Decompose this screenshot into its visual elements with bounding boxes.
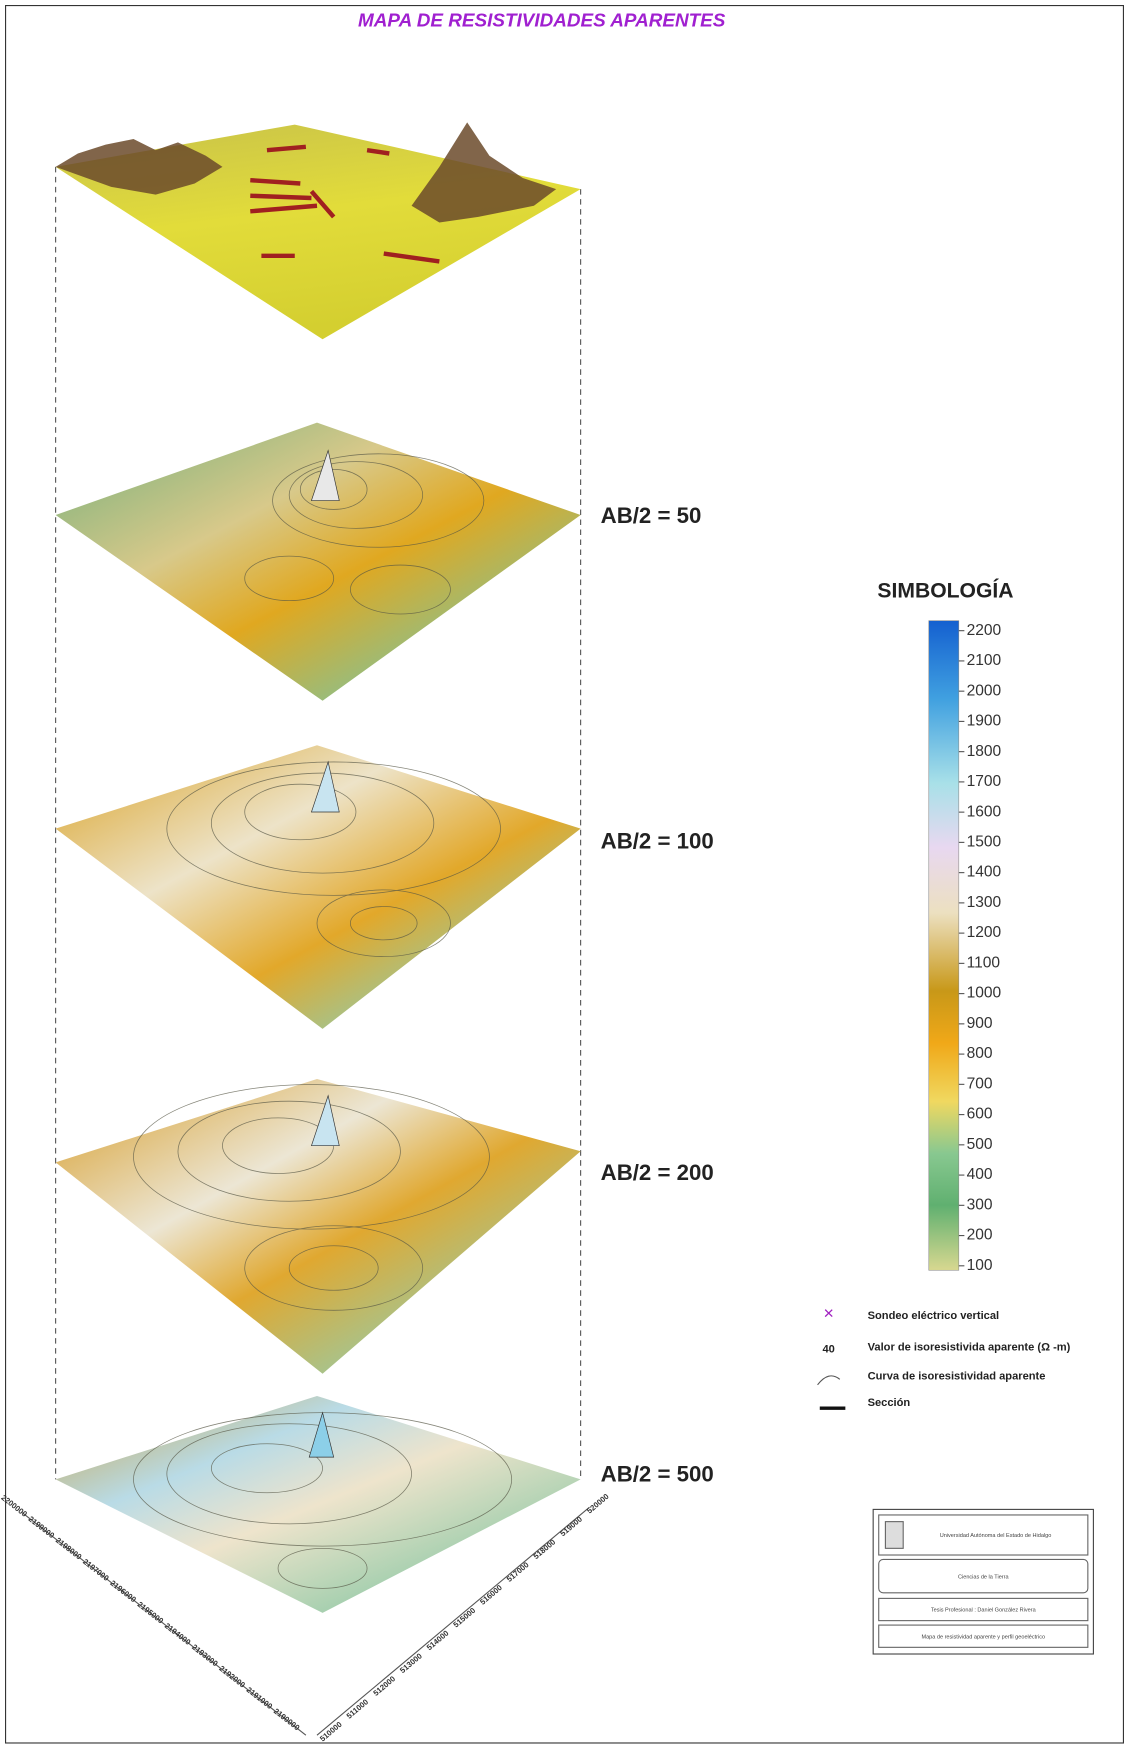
- colorbar-tick-label: 900: [967, 1015, 993, 1032]
- title-block: Universidad Autónoma del Estado de Hidal…: [873, 1509, 1093, 1654]
- colorbar-tick-label: 1400: [967, 864, 1002, 881]
- axis-label: 2192000: [217, 1664, 246, 1690]
- legend-label: Valor de isoresistivida aparente (Ω -m): [868, 1341, 1071, 1353]
- colorbar-tick-label: 1100: [967, 954, 1001, 971]
- legend-label: Sección: [868, 1397, 911, 1409]
- colorbar-tick-label: 2100: [967, 652, 1002, 669]
- terrain-block: [56, 122, 581, 339]
- contour-symbol: [818, 1376, 840, 1385]
- panel-label: AB/2 = 50: [601, 503, 702, 528]
- panel-label: AB/2 = 200: [601, 1160, 714, 1185]
- axis-label: 515000: [452, 1606, 478, 1630]
- legend-items: × Sondeo eléctrico vertical 40 Valor de …: [818, 1303, 1071, 1409]
- colorbar-tick-label: 400: [967, 1166, 993, 1183]
- colorbar-tick-label: 600: [967, 1106, 993, 1123]
- colorbar-tick-label: 1200: [967, 924, 1002, 941]
- colorbar-tick-label: 1000: [967, 985, 1002, 1002]
- surface-50: [56, 423, 581, 701]
- colorbar-tick-label: 300: [967, 1196, 993, 1213]
- colorbar-tick-label: 2000: [967, 682, 1002, 699]
- sev-symbol: ×: [823, 1303, 833, 1323]
- colorbar-tick-label: 1900: [967, 713, 1002, 730]
- colorbar-tick-label: 800: [967, 1045, 993, 1062]
- legend-title: SIMBOLOGÍA: [877, 579, 1013, 602]
- legend-sample: 40: [822, 1344, 834, 1356]
- title-block-frame: [873, 1509, 1093, 1654]
- axis-label: 2194000: [163, 1621, 192, 1647]
- colorbar-tick-label: 1500: [967, 833, 1002, 850]
- colorbar-tick-label: 1300: [967, 894, 1002, 911]
- axis-label: 2200000: [0, 1493, 29, 1519]
- colorbar-tick-label: 200: [967, 1227, 993, 1244]
- surface-100: [56, 745, 581, 1029]
- logo: [885, 1522, 903, 1549]
- colorbar-tick-label: 500: [967, 1136, 993, 1153]
- colorbar-tick-label: 1800: [967, 743, 1002, 760]
- page: MAPA DE RESISTIVIDADES APARENTES: [0, 0, 1129, 1753]
- axis-label: 2191000: [245, 1685, 274, 1711]
- map-sheet: MAPA DE RESISTIVIDADES APARENTES: [0, 0, 1129, 1753]
- colorbar: [929, 621, 959, 1271]
- title-block-text: Universidad Autónoma del Estado de Hidal…: [940, 1533, 1052, 1539]
- colorbar-ticks: 2200 2100 2000 1900 1800 1700 1600 1500 1400 1300…: [959, 622, 1002, 1274]
- title-block-text: Mapa de resistividad aparente y perfil g…: [921, 1634, 1045, 1640]
- surface-200: [56, 1079, 581, 1374]
- axis-label: 2199000: [27, 1514, 56, 1540]
- title-block-text: Ciencias de la Tierra: [958, 1574, 1009, 1580]
- axis-label: 2196000: [108, 1578, 137, 1604]
- axis-label: 2195000: [136, 1600, 165, 1626]
- title-block-text: Tesis Profesional : Daniel González Rive…: [931, 1608, 1037, 1614]
- axis-label: 2198000: [54, 1536, 83, 1562]
- axis-label: 2193000: [190, 1643, 219, 1669]
- axis-label: 519000: [558, 1515, 584, 1539]
- panel-label: AB/2 = 500: [601, 1462, 714, 1487]
- panel-label: AB/2 = 100: [601, 829, 714, 854]
- axis-label: 517000: [505, 1560, 531, 1584]
- axis-label: 516000: [478, 1583, 504, 1607]
- colorbar-tick-label: 1700: [967, 773, 1002, 790]
- map-title: MAPA DE RESISTIVIDADES APARENTES: [358, 11, 726, 32]
- axis-label: 2197000: [81, 1557, 110, 1583]
- colorbar-tick-label: 100: [967, 1257, 993, 1274]
- legend-label: Sondeo eléctrico vertical: [868, 1310, 1000, 1322]
- axis-label: 513000: [398, 1651, 424, 1675]
- colorbar-tick-label: 2200: [967, 622, 1002, 639]
- colorbar-tick-label: 700: [967, 1075, 993, 1092]
- axis-label: 514000: [425, 1629, 451, 1653]
- axis-label: 518000: [532, 1537, 558, 1561]
- legend-label: Curva de isoresistividad aparente: [868, 1370, 1046, 1382]
- colorbar-tick-label: 1600: [967, 803, 1002, 820]
- axis-label: 520000: [585, 1492, 611, 1516]
- axis-label: 2190000: [272, 1707, 301, 1733]
